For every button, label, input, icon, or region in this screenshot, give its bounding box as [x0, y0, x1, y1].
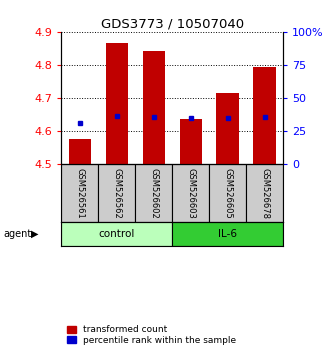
Legend: transformed count, percentile rank within the sample: transformed count, percentile rank withi… [66, 324, 237, 346]
Bar [69, 139, 91, 164]
Bar [246, 164, 283, 222]
Bar [216, 93, 239, 164]
Bar [172, 222, 283, 246]
Text: GSM526603: GSM526603 [186, 168, 195, 218]
Text: GSM526678: GSM526678 [260, 168, 269, 219]
Bar [135, 164, 172, 222]
Bar [179, 119, 202, 164]
Text: GSM526602: GSM526602 [149, 168, 158, 218]
Text: control: control [99, 229, 135, 239]
Bar [172, 164, 209, 222]
Bar [61, 222, 172, 246]
Text: GSM526605: GSM526605 [223, 168, 232, 218]
Bar [254, 67, 276, 164]
Bar [98, 164, 135, 222]
Text: GSM526561: GSM526561 [75, 168, 84, 218]
Title: GDS3773 / 10507040: GDS3773 / 10507040 [101, 18, 244, 31]
Bar [209, 164, 246, 222]
Bar [106, 44, 128, 164]
Text: ▶: ▶ [31, 229, 39, 239]
Text: GSM526562: GSM526562 [112, 168, 121, 218]
Bar [61, 164, 98, 222]
Bar [143, 51, 165, 164]
Text: IL-6: IL-6 [218, 229, 237, 239]
Text: agent: agent [3, 229, 31, 239]
